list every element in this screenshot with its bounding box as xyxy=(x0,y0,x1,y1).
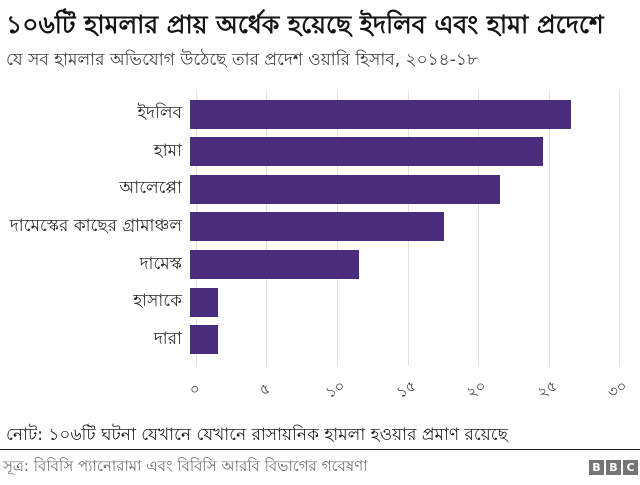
category-label: আলেপ্পো xyxy=(119,178,182,199)
category-label: দারা xyxy=(153,328,182,349)
chart-row: হামা xyxy=(6,133,630,171)
content-area: ১০৬টি হামলার প্রায় অর্ধেক হয়েছে ইদলিব … xyxy=(6,10,630,446)
bar-track xyxy=(190,212,613,242)
chart-row: হাসাকে xyxy=(6,283,630,321)
chart-note: নোট: ১০৬টি ঘটনা যেখানে যেখানে রাসায়নিক … xyxy=(6,425,508,446)
bar-track xyxy=(190,174,613,204)
chart-row: ইদলিব xyxy=(6,95,630,133)
bbc-logo-letter: B xyxy=(606,460,621,475)
bar-track xyxy=(190,137,613,167)
chart-rows: ইদলিব হামা আলেপ্পো দামেস্কের কাছের গ্রামাঞ্… xyxy=(6,95,630,358)
bar xyxy=(190,174,501,204)
x-tick-label: ২৫ xyxy=(533,376,560,403)
bar-track xyxy=(190,287,613,317)
chart-row: আলেপ্পো xyxy=(6,171,630,209)
x-tick-label: ৫ xyxy=(256,379,274,400)
bar xyxy=(190,287,219,317)
bar-track xyxy=(190,250,613,280)
bar-chart: ইদলিব হামা আলেপ্পো দামেস্কের কাছের গ্রামাঞ্… xyxy=(6,91,630,402)
category-label: ইদলিব xyxy=(137,103,182,124)
category-label: হাসাকে xyxy=(133,291,182,312)
chart-row: দারা xyxy=(6,321,630,359)
gridline xyxy=(548,91,550,367)
bar xyxy=(190,137,543,167)
bar-track xyxy=(190,99,613,129)
chart-title: ১০৬টি হামলার প্রায় অর্ধেক হয়েছে ইদলিব … xyxy=(6,10,604,39)
footer: সূত্র: বিবিসি প্যানোরামা এবং বিবিসি আরবি… xyxy=(0,449,640,480)
category-label: দামেস্ক xyxy=(139,253,182,274)
bar xyxy=(190,99,571,129)
x-tick-label: ৩০ xyxy=(604,376,631,403)
bar xyxy=(190,325,219,355)
bar-track xyxy=(190,325,613,355)
category-label: দামেস্কের কাছের গ্রামাঞ্চল xyxy=(9,215,182,236)
category-label: হামা xyxy=(153,140,182,161)
bar xyxy=(190,250,360,280)
bbc-logo-letter: C xyxy=(623,460,638,475)
x-tick-label: ২০ xyxy=(463,376,490,403)
chart-row: দামেস্ক xyxy=(6,246,630,284)
chart-subtitle: যে সব হামলার অভিযোগ উঠেছে তার প্রদেশ ওয়… xyxy=(6,50,478,71)
x-tick-label: ১০ xyxy=(322,376,349,403)
source-text: সূত্র: বিবিসি প্যানোরামা এবং বিবিসি আরবি… xyxy=(3,457,368,475)
chart-row: দামেস্কের কাছের গ্রামাঞ্চল xyxy=(6,208,630,246)
gridline xyxy=(477,91,479,367)
bbc-logo-letter: B xyxy=(589,460,604,475)
gridline xyxy=(619,91,620,367)
bar xyxy=(190,212,444,242)
x-tick-label: ১৫ xyxy=(392,376,419,403)
x-axis: ০ ৫ ১০ ১৫ ২০ ২৫ ৩০ xyxy=(186,371,630,402)
x-tick-label: ০ xyxy=(186,379,204,400)
